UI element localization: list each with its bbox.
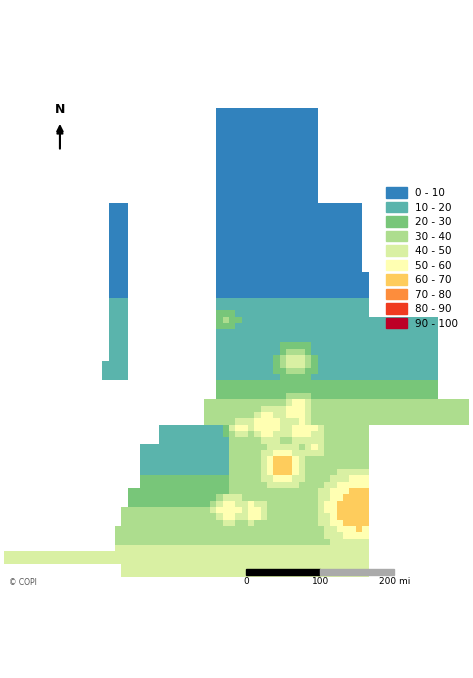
Text: N: N [55,103,65,116]
Legend: 0 - 10, 10 - 20, 20 - 30, 30 - 40, 40 - 50, 50 - 60, 60 - 70, 70 - 80, 80 - 90, : 0 - 10, 10 - 20, 20 - 30, 30 - 40, 40 - … [381,182,464,334]
Bar [246,569,394,575]
Text: © COPI: © COPI [9,578,37,587]
Text: 200 mi: 200 mi [379,577,410,586]
Text: 0: 0 [243,577,249,586]
Bar [246,569,320,575]
Text: 100: 100 [312,577,329,586]
Bar [320,569,394,575]
